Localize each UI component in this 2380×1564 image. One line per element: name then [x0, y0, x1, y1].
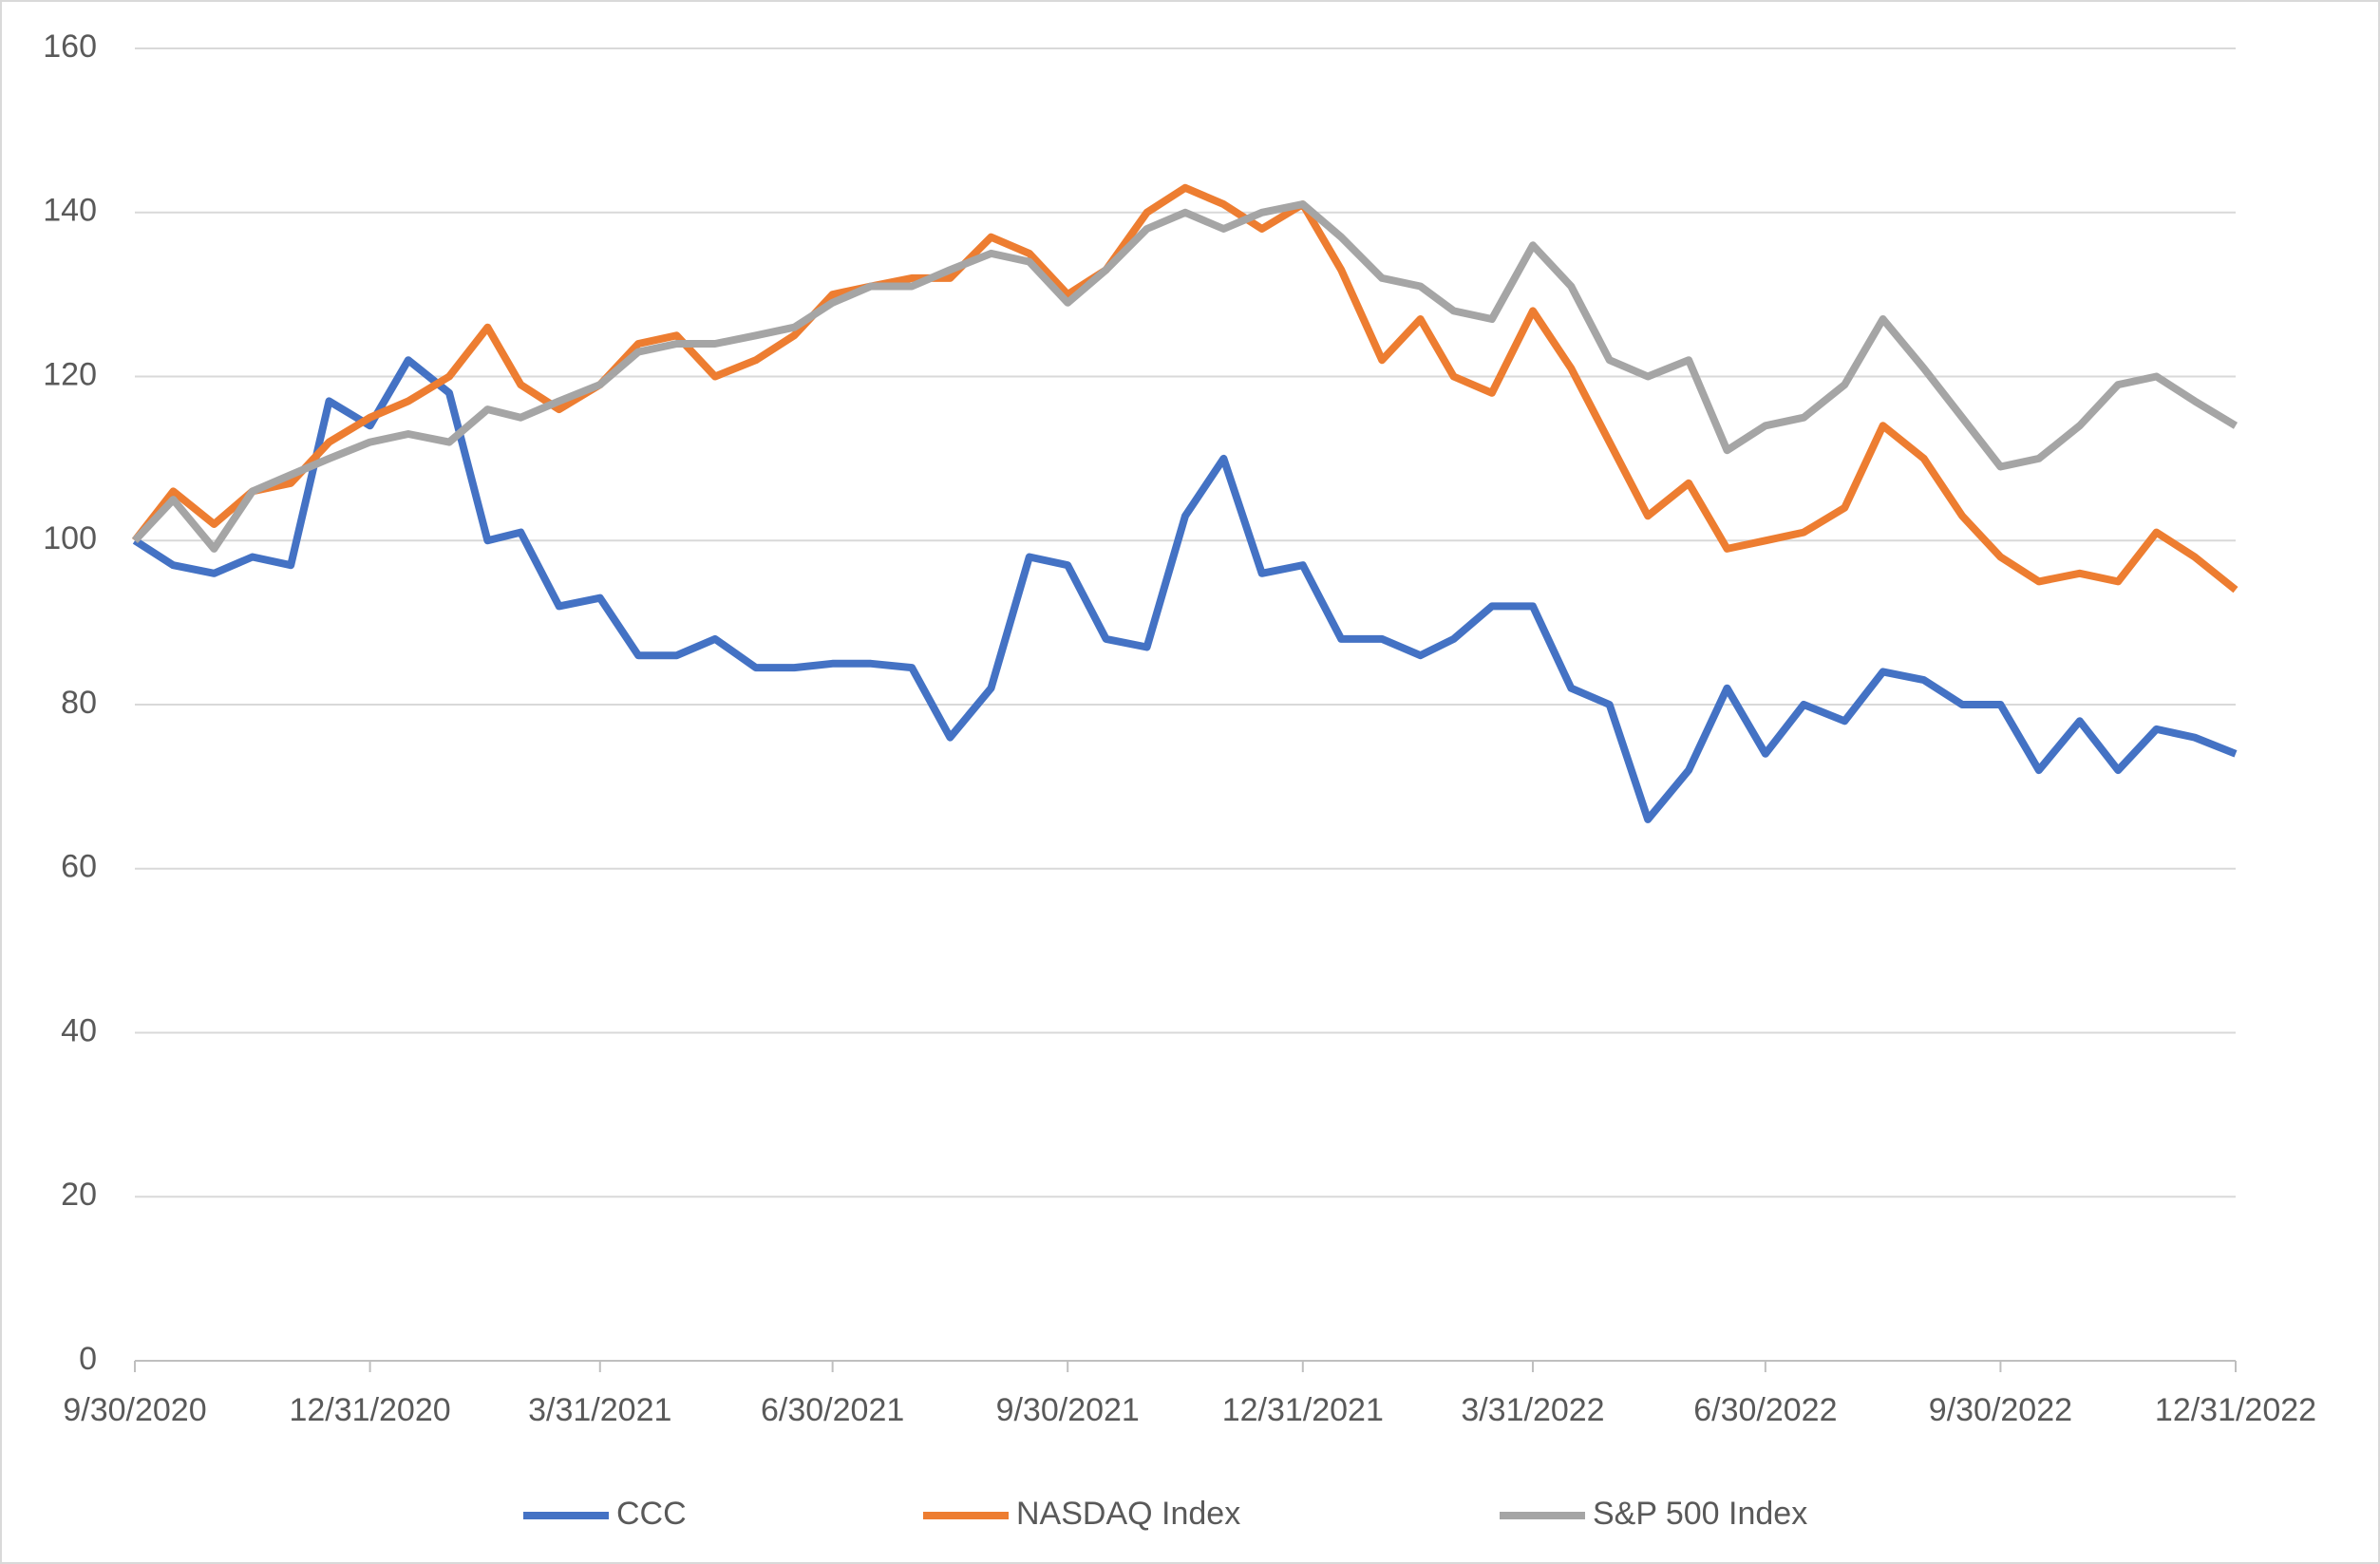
- y-tick-label: 160: [43, 28, 97, 65]
- y-tick-label: 60: [61, 849, 97, 885]
- series-line: [132, 356, 2238, 823]
- x-tick-label: 12/31/2022: [2155, 1392, 2316, 1428]
- x-tick-label: 6/30/2021: [761, 1392, 904, 1428]
- y-tick-label: 100: [43, 520, 97, 556]
- series-line: [131, 183, 2238, 594]
- x-tick-label: 9/30/2022: [1929, 1392, 2072, 1428]
- y-tick-label: 80: [61, 685, 97, 721]
- legend-label: S&P 500 Index: [1593, 1496, 1807, 1532]
- y-tick-label: 120: [43, 356, 97, 392]
- x-tick-label: 12/31/2020: [289, 1392, 450, 1428]
- x-tick-label: 3/31/2021: [528, 1392, 671, 1428]
- x-tick-label: 12/31/2021: [1222, 1392, 1384, 1428]
- y-tick-label: 40: [61, 1012, 97, 1048]
- x-tick-label: 9/30/2020: [63, 1392, 206, 1428]
- x-tick-label: 6/30/2022: [1693, 1392, 1837, 1428]
- legend-label: CCC: [616, 1496, 687, 1532]
- x-tick-label: 9/30/2021: [996, 1392, 1140, 1428]
- y-tick-label: 140: [43, 193, 97, 229]
- y-tick-label: 20: [61, 1177, 97, 1213]
- y-tick-label: 0: [79, 1341, 97, 1377]
- legend-label: NASDAQ Index: [1016, 1496, 1240, 1532]
- x-tick-label: 3/31/2022: [1461, 1392, 1604, 1428]
- series-line: [132, 200, 2238, 553]
